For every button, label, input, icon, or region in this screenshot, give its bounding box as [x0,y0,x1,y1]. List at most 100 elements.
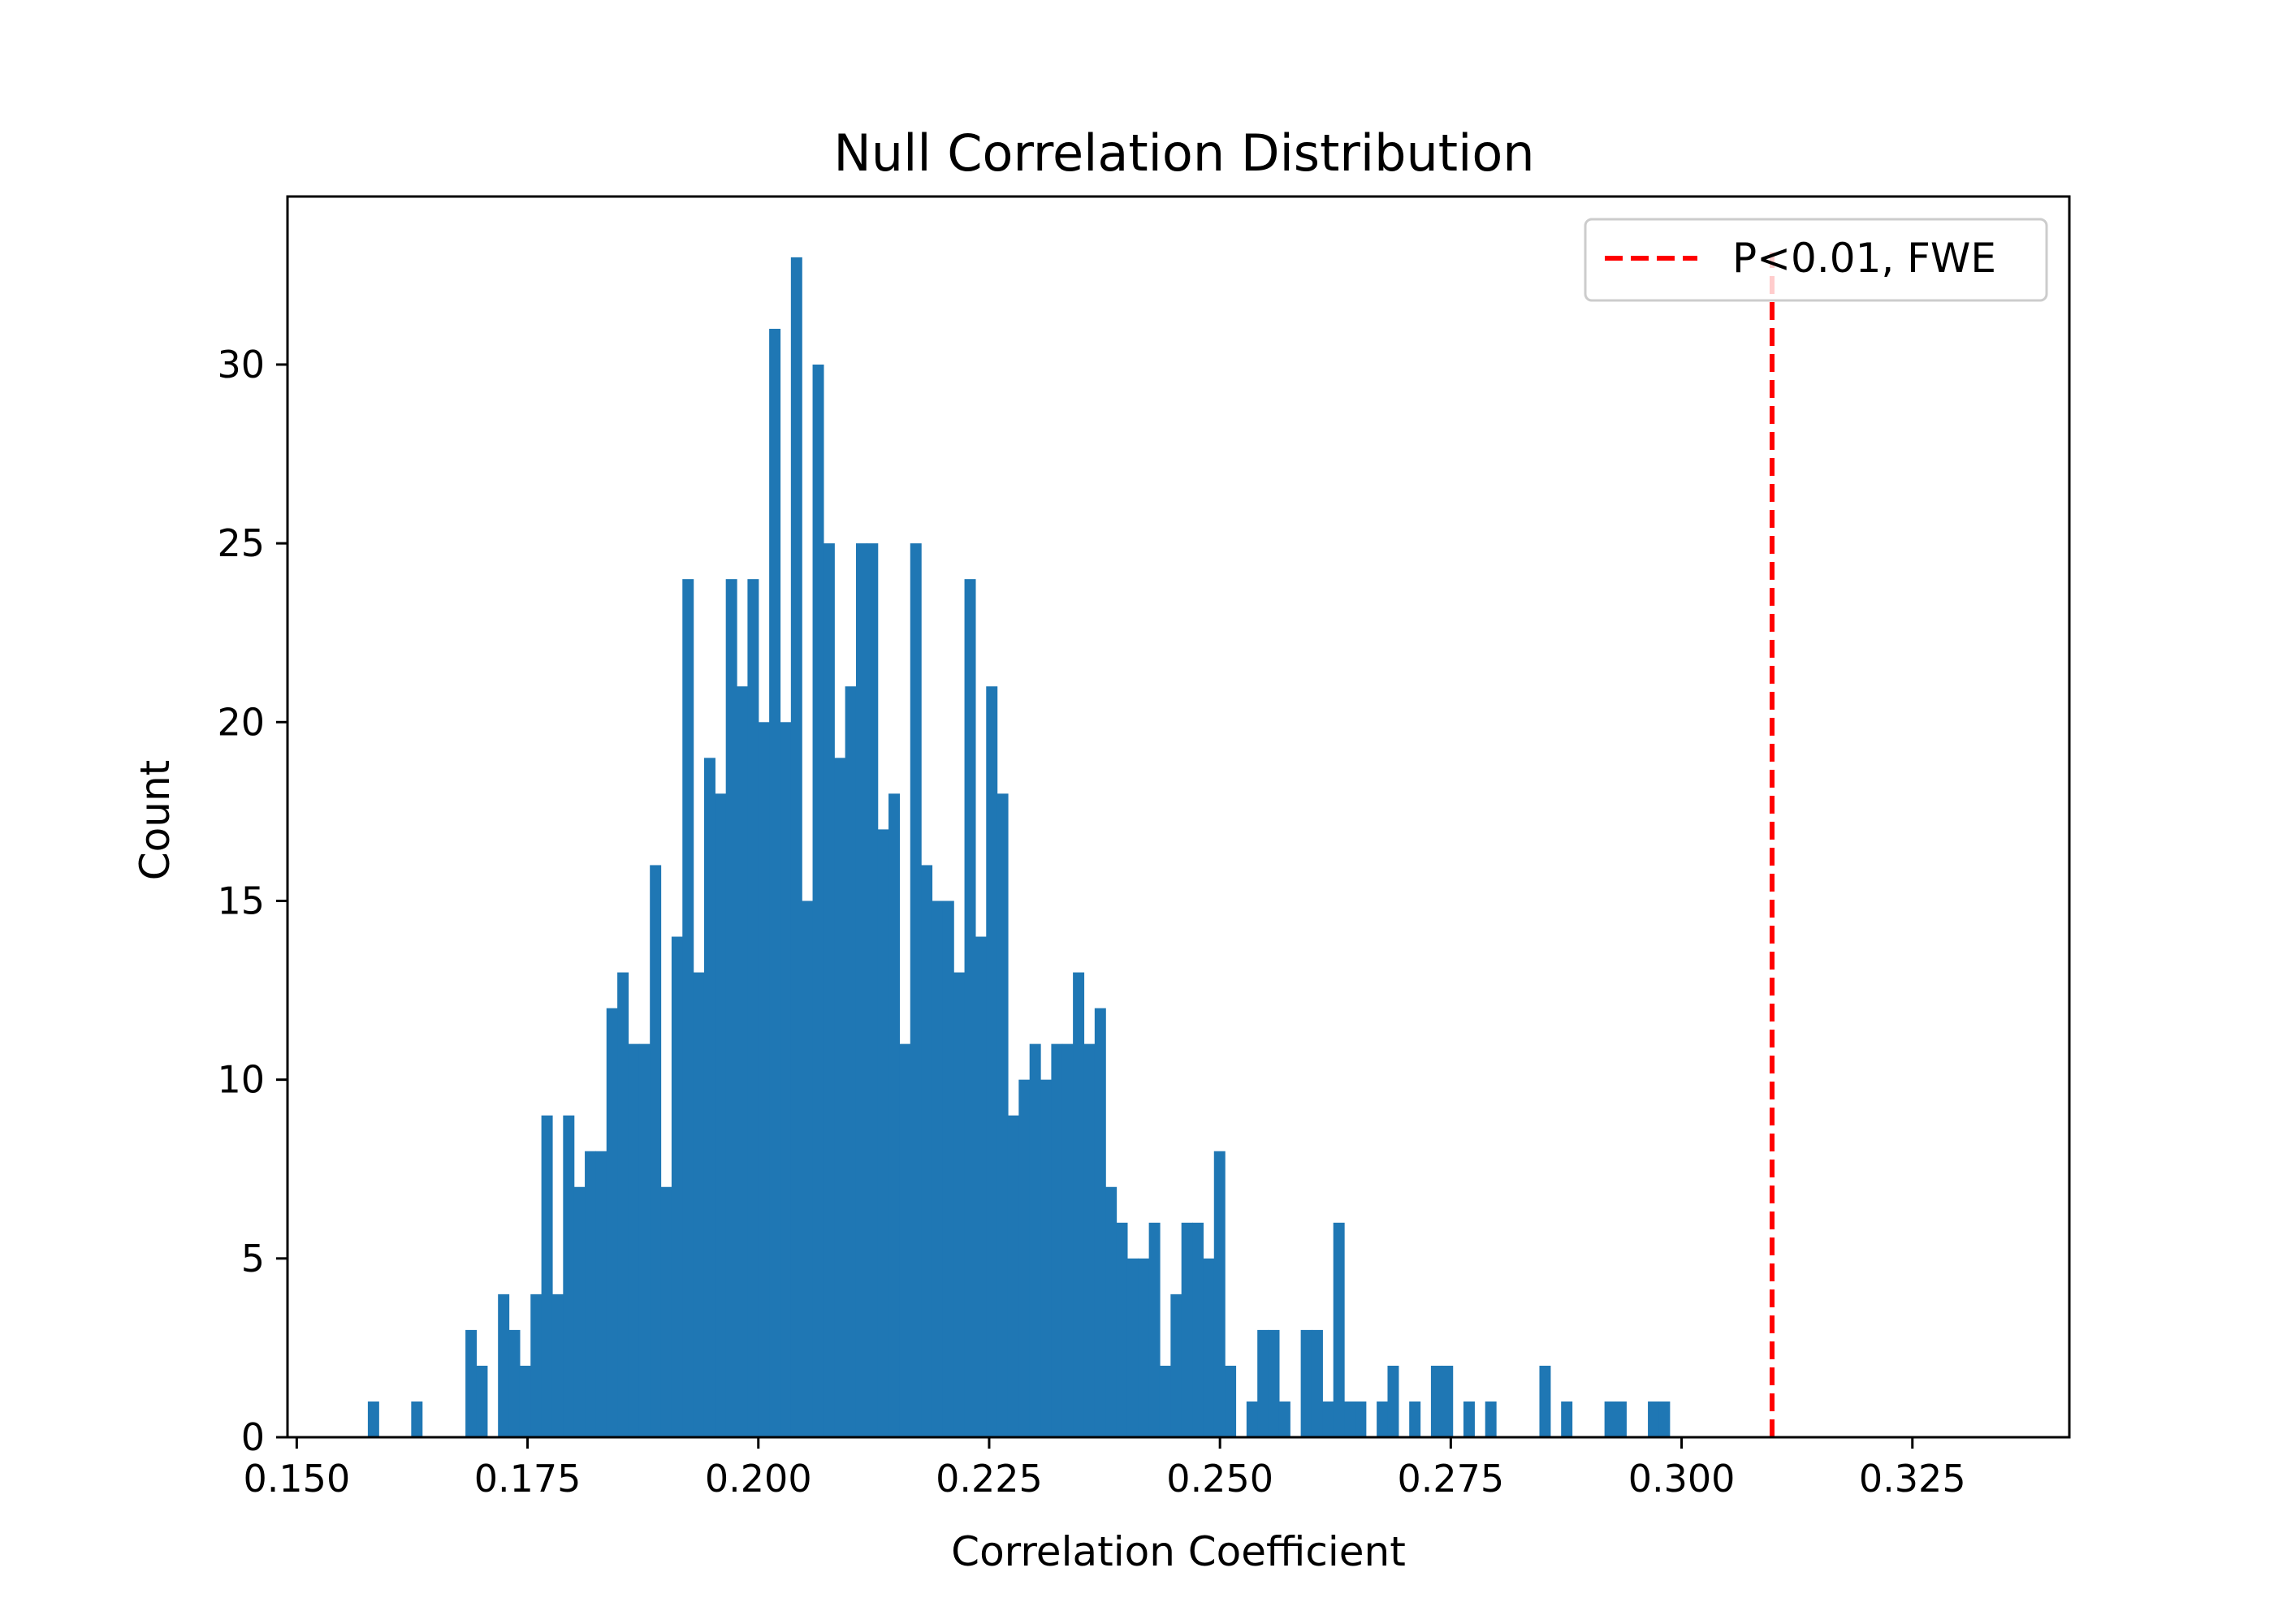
x-tick-label: 0.250 [1166,1457,1273,1501]
histogram-bar [802,901,814,1437]
histogram-bar [1213,1151,1226,1437]
legend-box [1584,218,2048,302]
histogram-bar [1105,1186,1118,1437]
histogram-bar [769,328,781,1438]
x-tick-label: 0.275 [1398,1457,1505,1501]
histogram-bar [1344,1401,1356,1437]
y-tick-label: 20 [217,700,265,744]
histogram-bar [747,579,759,1438]
histogram-bar [1648,1401,1660,1437]
histogram-bar [975,936,987,1437]
histogram-bar [628,1043,640,1437]
histogram-bar [1300,1329,1312,1437]
chart-title: Null Correlation Distribution [833,123,1534,183]
histogram-bar [725,579,737,1438]
histogram-bar [1355,1401,1367,1437]
histogram-bar [942,901,954,1437]
histogram-bar [867,543,879,1437]
histogram-bar [660,1186,672,1437]
histogram-bar [465,1329,478,1437]
histogram-bar [573,1186,586,1437]
y-tick-label: 25 [217,521,265,565]
plot-area [286,195,2071,1439]
histogram-bar [845,686,857,1437]
histogram-bar [1116,1222,1128,1437]
y-tick-label: 0 [241,1415,265,1459]
histogram-bar [1007,1115,1019,1437]
histogram-bar [1387,1365,1399,1437]
histogram-bar [910,543,922,1437]
histogram-bar [671,936,683,1437]
x-tick-label: 0.150 [244,1457,351,1501]
histogram-bar [1430,1365,1442,1437]
histogram-bar [1311,1329,1323,1437]
plot-frame [286,195,2071,1439]
histogram-bar [1604,1401,1616,1437]
histogram-bar [855,543,867,1437]
histogram-bar [617,972,629,1437]
histogram-bar [508,1329,521,1437]
legend: P<0.01, FWE [1584,218,2048,302]
histogram-bar [715,793,727,1437]
x-tick-label: 0.175 [474,1457,581,1501]
histogram-bar [921,865,933,1437]
histogram-bar [1333,1222,1345,1437]
x-axis-ticks: 0.150 0.175 0.200 0.225 0.250 0.275 0.300 0.325 [244,1437,1966,1501]
histogram-bar [780,722,792,1437]
x-tick-label: 0.300 [1628,1457,1736,1501]
x-axis-label: Correlation Coefficient [951,1528,1406,1575]
histogram-bar [986,686,998,1437]
histogram-bar [1181,1222,1193,1437]
histogram-bar [1257,1329,1269,1437]
histogram-bar [758,722,770,1437]
legend-entry-label: P<0.01, FWE [1732,235,1996,282]
histogram-bar [682,579,694,1438]
y-tick-label: 10 [217,1058,265,1102]
histogram-bar [1561,1401,1573,1437]
histogram-bar [823,543,835,1437]
histogram-bar [1377,1401,1389,1437]
histogram-bar [476,1365,488,1437]
histogram-bar [1463,1401,1475,1437]
y-tick-label: 5 [241,1237,265,1281]
histogram-bar [606,1008,618,1437]
histogram-bar [834,758,846,1437]
histogram-bar [1278,1401,1290,1437]
histogram-bar [1203,1258,1215,1437]
histogram-bar [812,364,824,1438]
histogram-bar [1170,1294,1182,1437]
histogram-bar [367,1401,379,1437]
histogram-bar [996,793,1009,1437]
histogram-bar [1138,1258,1150,1437]
histogram-bars [367,257,1671,1438]
histogram-bar [1539,1365,1551,1437]
histogram-bar [1061,1043,1074,1437]
y-tick-label: 30 [217,343,265,387]
x-tick-label: 0.200 [705,1457,812,1501]
histogram-bar [1051,1043,1063,1437]
histogram-bar [953,972,966,1437]
histogram-bar [650,865,662,1437]
histogram-bar [551,1294,564,1437]
histogram-bar [737,686,749,1437]
histogram-bar [638,1043,651,1437]
histogram-bar [1040,1079,1053,1437]
y-tick-label: 15 [217,879,265,922]
x-tick-label: 0.325 [1859,1457,1966,1501]
histogram-bar [1658,1401,1671,1437]
histogram-bar [1159,1365,1171,1437]
histogram-bar [1018,1079,1031,1437]
histogram-bar [541,1115,553,1437]
histogram-bar [932,901,944,1437]
histogram-bar [1192,1222,1204,1437]
histogram-bar [563,1115,575,1437]
x-tick-label: 0.225 [936,1457,1043,1501]
histogram-bar [790,257,802,1437]
histogram-bar [888,793,901,1437]
histogram-bar [693,972,705,1437]
histogram-bar [585,1151,597,1437]
y-axis-label: Count [132,760,179,881]
histogram-bar [703,758,715,1437]
histogram-bar [877,829,889,1437]
